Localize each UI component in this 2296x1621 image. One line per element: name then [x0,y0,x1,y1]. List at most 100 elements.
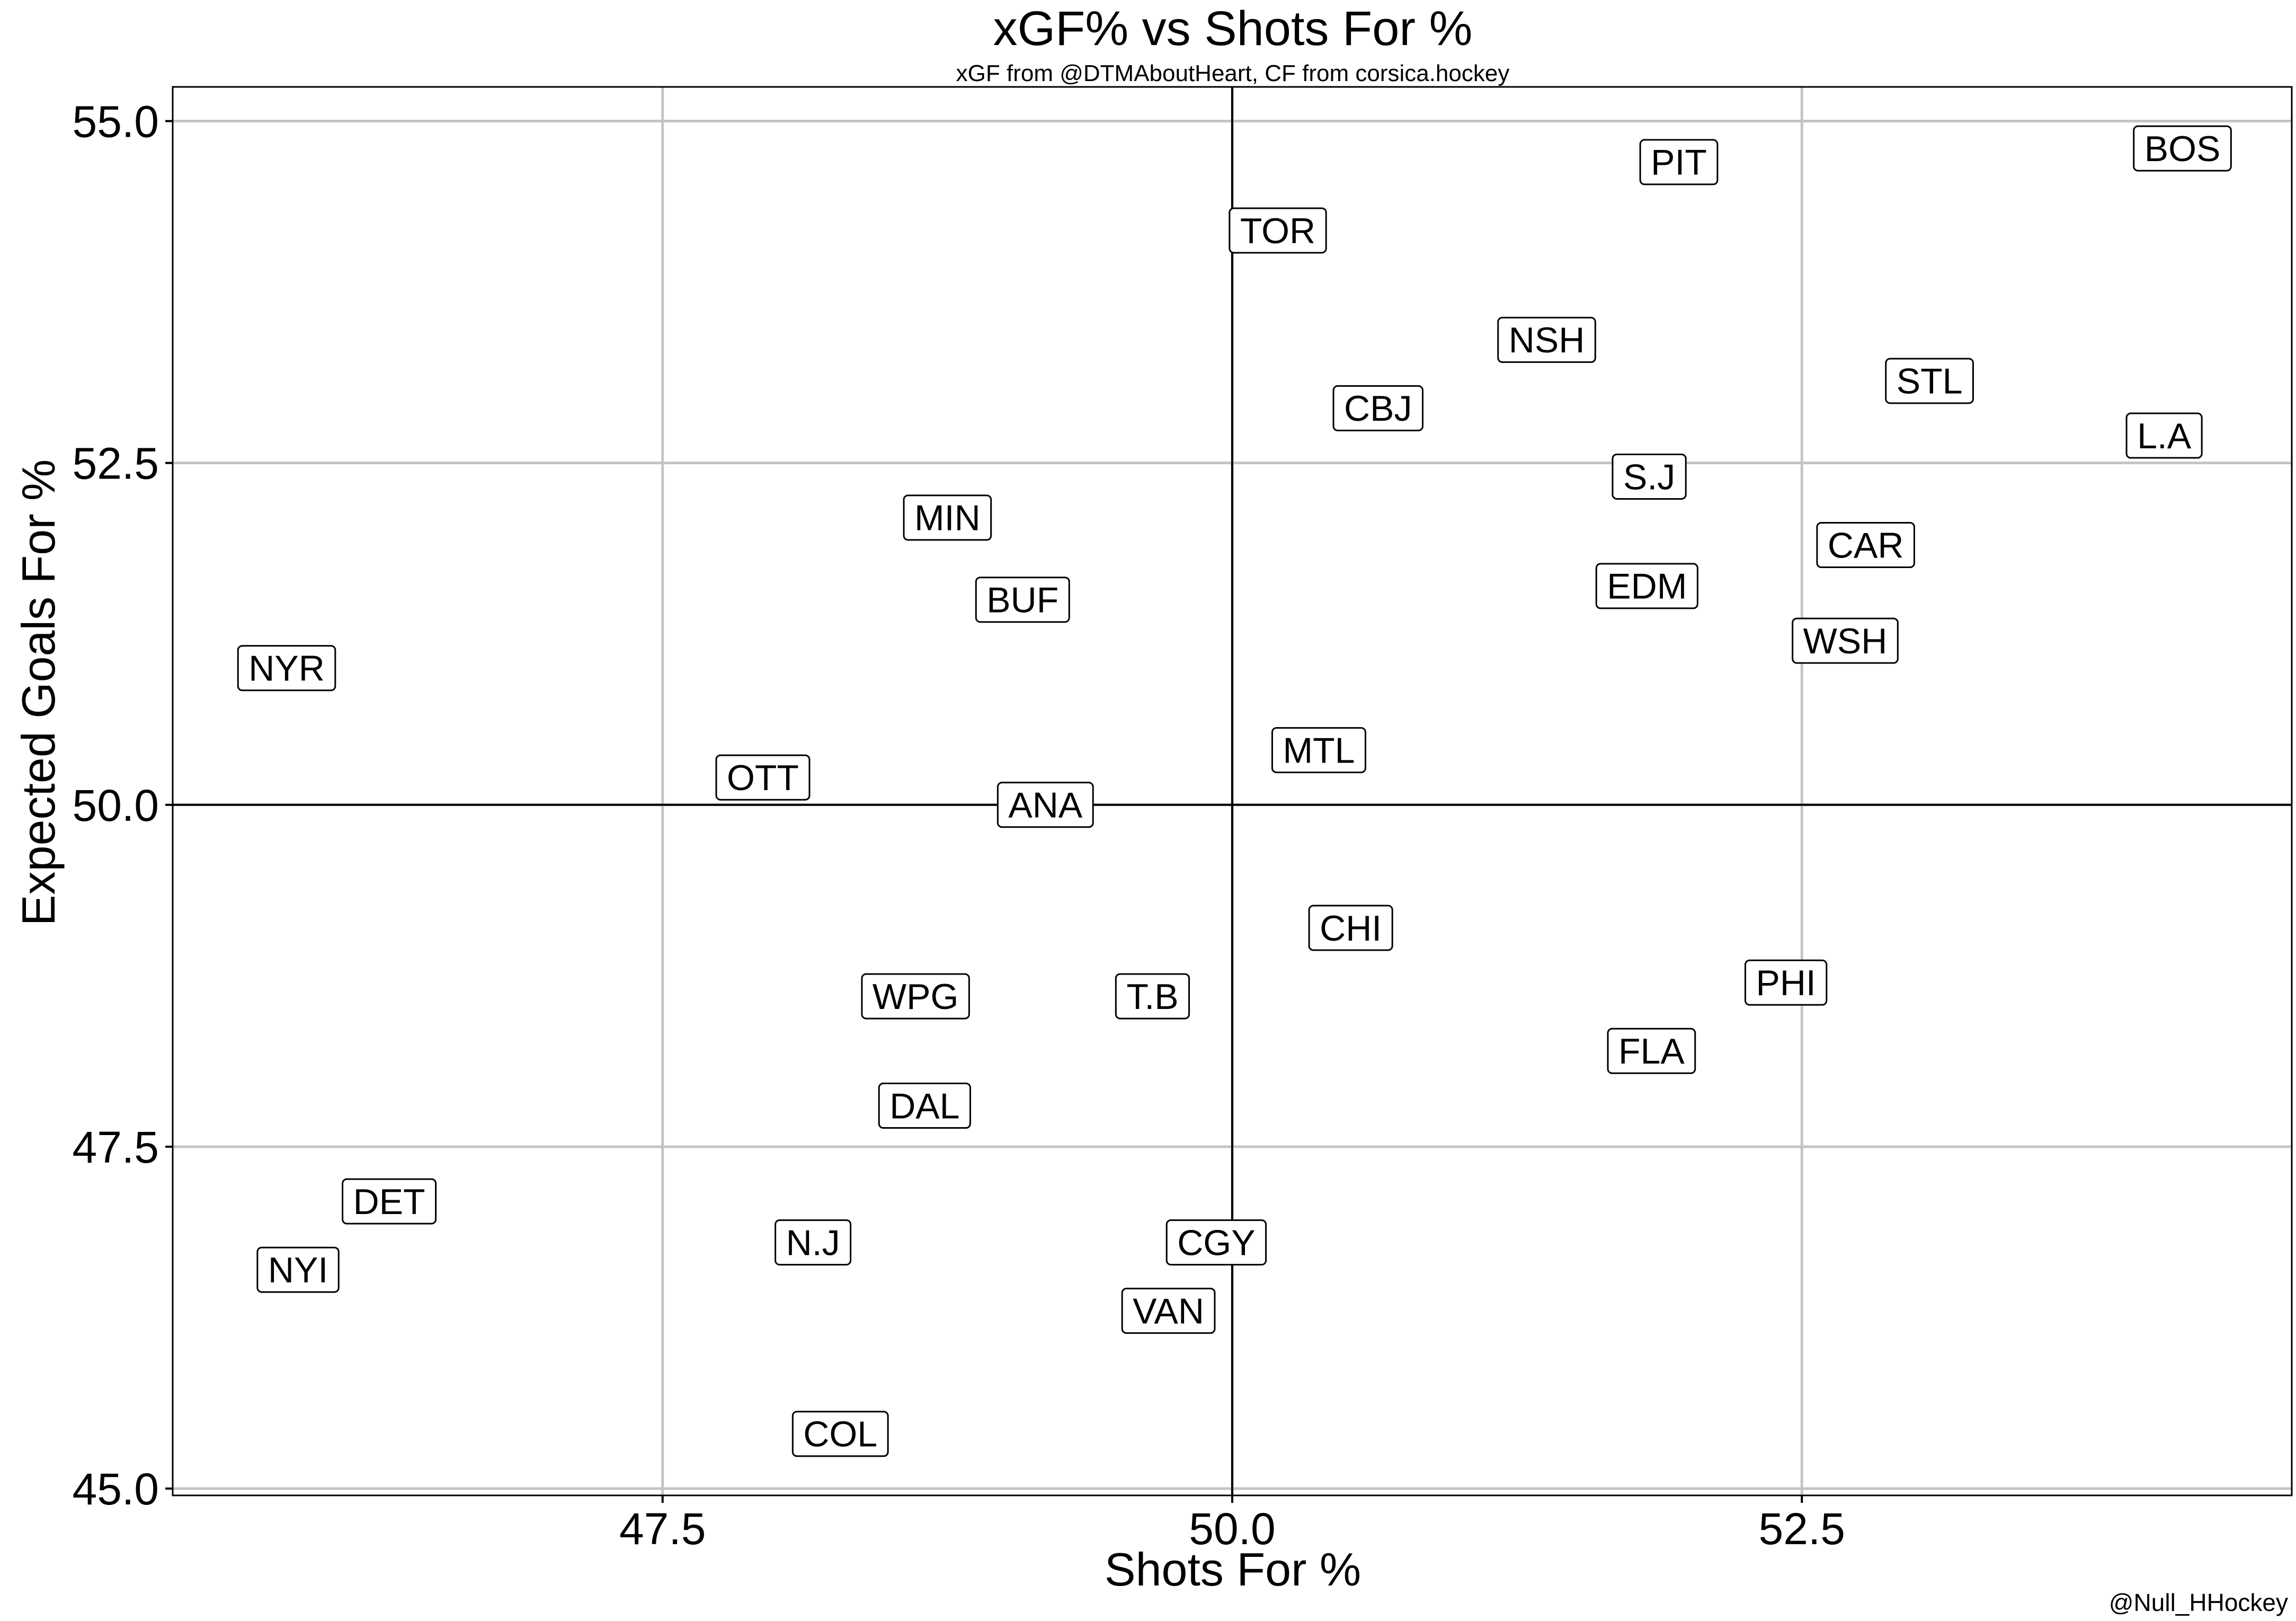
team-label-nyi: NYI [256,1246,340,1293]
team-label-van: VAN [1121,1288,1216,1334]
team-label-box [996,782,1094,828]
team-label-text: MIN [914,498,981,538]
team-labels: BOS PIT TOR NSH STL CBJ L.A S.J MIN CAR EDM BUF WSH N… [237,125,2232,1457]
team-label-box [1612,453,1687,500]
team-label-box [1607,1027,1696,1074]
team-label-box [1792,617,1899,664]
team-label-box [775,1219,852,1266]
team-label-text: CHI [1320,908,1382,949]
team-label-text: CAR [1828,525,1904,565]
team-label-text: STL [1897,361,1963,402]
team-label-text: CGY [1177,1223,1255,1263]
team-label-box [1165,1219,1267,1266]
chart-caption: @Null_HHockey [2109,1589,2288,1616]
team-label-det: DET [342,1178,437,1225]
y-tick-label: 47.5 [73,1122,159,1172]
team-label-text: WSH [1803,621,1888,661]
team-label-box [861,973,970,1020]
y-tick-label: 55.0 [73,97,159,147]
axis-ticks: 47.5 50.0 52.5 45.0 47.5 50.0 52.5 55.0 [73,97,1846,1554]
team-label-wpg: WPG [861,973,970,1020]
team-label-ana: ANA [996,782,1094,828]
team-label-box [256,1246,340,1293]
y-tick-label: 45.0 [73,1464,159,1514]
team-label-box [2125,412,2203,459]
team-label-text: COL [803,1414,877,1455]
team-label-text: PIT [1651,143,1707,183]
team-label-la: L.A [2125,412,2203,459]
chart-title: xGF% vs Shots For % [993,2,1473,56]
team-label-bos: BOS [2133,125,2232,172]
team-label-box [342,1178,437,1225]
team-label-text: OTT [727,758,799,798]
team-label-text: TOR [1240,211,1315,251]
team-label-box [1497,316,1596,363]
team-label-nyr: NYR [237,645,336,692]
team-label-text: WPG [873,977,958,1017]
team-label-chi: CHI [1308,905,1393,951]
x-tick-label: 52.5 [1759,1504,1846,1554]
team-label-text: VAN [1133,1291,1204,1331]
team-label-box [1121,1288,1216,1334]
team-label-box [237,645,336,692]
team-label-wsh: WSH [1792,617,1899,664]
y-tick-label: 52.5 [73,439,159,489]
x-tick-label: 50.0 [1189,1504,1276,1554]
team-label-text: N.J [786,1223,840,1263]
team-label-box [1308,905,1393,951]
team-label-nsh: NSH [1497,316,1596,363]
reference-lines [173,87,2292,1495]
team-label-tor: TOR [1229,207,1327,254]
team-label-min: MIN [903,494,992,541]
team-label-text: NYI [268,1250,328,1290]
team-label-dal: DAL [878,1083,971,1129]
x-tick-label: 47.5 [619,1504,706,1554]
team-label-text: BUF [986,580,1058,621]
team-label-text: CBJ [1344,388,1412,429]
team-label-text: PHI [1756,963,1816,1003]
team-label-sj: S.J [1612,453,1687,500]
team-label-box [1639,139,1719,185]
team-label-text: ANA [1008,785,1082,826]
team-label-text: FLA [1618,1031,1685,1071]
team-label-box [1115,973,1190,1020]
team-label-text: T.B [1126,977,1178,1017]
team-label-stl: STL [1885,358,1974,404]
team-label-text: NSH [1509,320,1585,360]
team-label-buf: BUF [975,577,1070,623]
team-label-ott: OTT [715,754,811,801]
team-label-box [2133,125,2232,172]
team-label-box [975,577,1070,623]
team-label-phi: PHI [1744,959,1828,1006]
team-label-box [1816,521,1915,568]
team-label-tb: T.B [1115,973,1190,1020]
team-label-cbj: CBJ [1332,385,1424,431]
team-label-box [1885,358,1974,404]
team-label-text: MTL [1283,730,1355,770]
team-label-edm: EDM [1595,563,1698,609]
team-label-box [878,1083,971,1129]
team-label-box [715,754,811,801]
team-label-nj: N.J [775,1219,852,1266]
team-label-fla: FLA [1607,1027,1696,1074]
team-label-box [1744,959,1828,1006]
team-label-box [791,1411,889,1457]
team-label-box [1595,563,1698,609]
team-label-col: COL [791,1411,889,1457]
team-label-car: CAR [1816,521,1915,568]
x-axis-label: Shots For % [1105,1543,1361,1596]
team-label-mtl: MTL [1271,727,1366,774]
team-label-text: BOS [2144,129,2221,169]
team-label-text: DAL [889,1086,959,1126]
team-label-text: L.A [2137,416,2192,456]
team-label-text: DET [353,1182,425,1222]
team-label-box [903,494,992,541]
team-label-cgy: CGY [1165,1219,1267,1266]
team-label-text: S.J [1623,457,1675,497]
team-label-box [1271,727,1366,774]
y-tick-label: 50.0 [73,781,159,830]
team-label-text: NYR [248,649,325,689]
team-label-box [1229,207,1327,254]
y-axis-label: Expected Goals For % [12,459,65,926]
